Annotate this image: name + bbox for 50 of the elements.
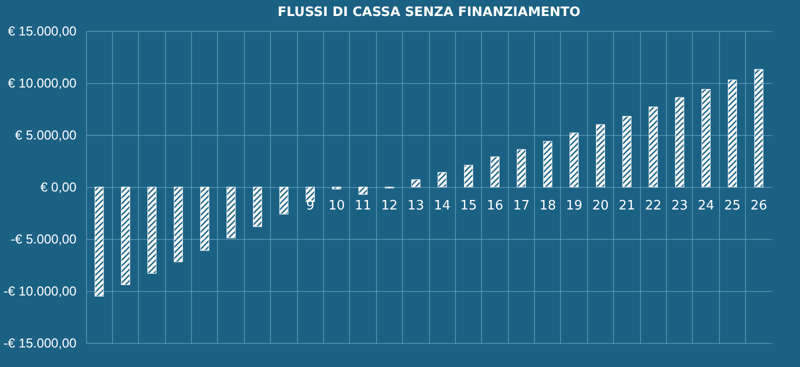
- x-tick-label: 14: [434, 198, 450, 214]
- chart-title: FLUSSI DI CASSA SENZA FINANZIAMENTO: [278, 5, 580, 20]
- x-tick-label: 21: [618, 198, 636, 214]
- bar: [570, 132, 579, 188]
- bar: [306, 186, 315, 202]
- x-tick-label: 20: [592, 198, 609, 214]
- x-tick-label: 16: [486, 198, 504, 214]
- bar: [438, 172, 447, 188]
- bar: [147, 186, 156, 274]
- x-tick-label: 18: [539, 198, 556, 214]
- x-tick-label: 17: [513, 198, 530, 214]
- x-tick-label: 24: [698, 198, 714, 214]
- bar: [94, 186, 104, 296]
- bar: [464, 164, 474, 188]
- x-tick-label: 12: [381, 198, 398, 214]
- x-tick-label: 25: [724, 198, 741, 214]
- y-tick-label: € 15.000,00: [8, 24, 76, 38]
- bar: [411, 179, 420, 188]
- y-tick-label: -€ 15.000,00: [3, 336, 76, 350]
- x-tick-label: 13: [408, 198, 424, 214]
- bar: [174, 186, 183, 262]
- x-tick-label: 15: [460, 198, 477, 214]
- x-tick-label: 26: [750, 198, 768, 214]
- y-tick-label: -€ 10.000,00: [3, 284, 76, 298]
- bar: [226, 186, 236, 238]
- bar: [490, 156, 500, 188]
- bar: [200, 186, 210, 251]
- bar: [728, 80, 737, 188]
- bar: [332, 186, 342, 190]
- bar: [543, 140, 552, 188]
- y-tick-label: € 0,00: [40, 180, 76, 194]
- bar: [358, 186, 368, 195]
- bar: [279, 186, 288, 214]
- y-tick-label: € 5.000,00: [15, 128, 76, 142]
- bar: [622, 116, 632, 188]
- y-tick-label: -€ 5.000,00: [10, 232, 76, 246]
- bar: [252, 186, 262, 227]
- x-tick-label: 11: [354, 198, 372, 214]
- bar: [675, 97, 684, 188]
- bar: [516, 149, 526, 188]
- x-tick-label: 10: [328, 198, 345, 214]
- bar: [702, 88, 711, 188]
- y-tick-label: € 10.000,00: [8, 76, 76, 90]
- x-tick-label: 23: [671, 198, 688, 214]
- x-tick-label: 19: [566, 198, 582, 214]
- bar: [648, 106, 658, 188]
- x-tick-label: 22: [644, 198, 662, 214]
- bar: [754, 69, 764, 188]
- bar: [121, 186, 130, 286]
- bar: [596, 124, 606, 188]
